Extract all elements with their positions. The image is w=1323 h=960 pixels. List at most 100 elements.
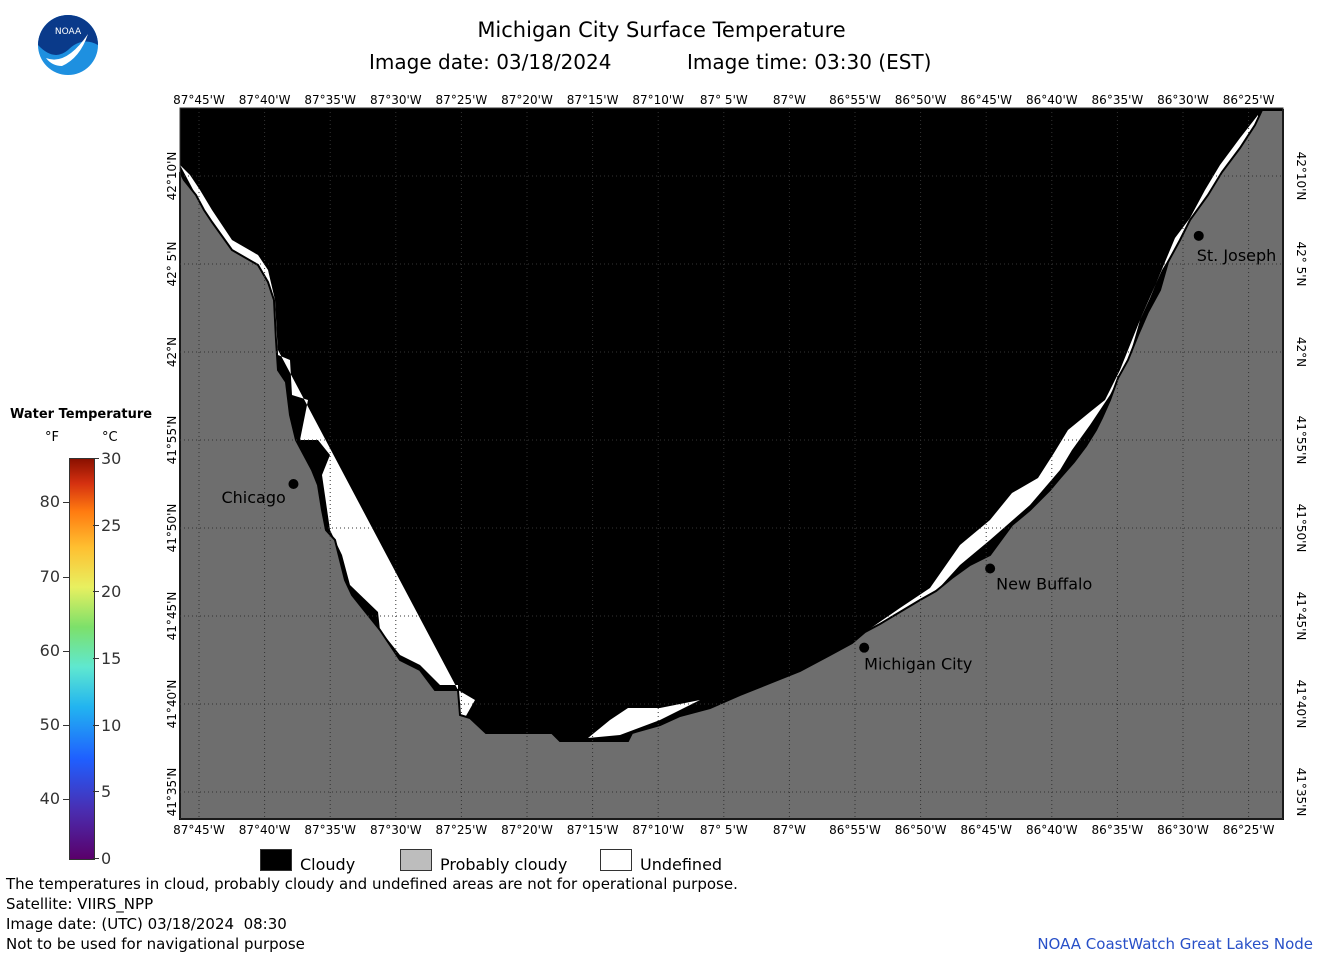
fahrenheit-tick-label: 80 [39,492,60,512]
noaa-logo-icon: NOAA [38,15,98,75]
lon-label-top: 87°W [773,93,806,107]
undefined-label: Undefined [640,855,723,874]
lon-label-top: 86°35'W [1092,93,1144,107]
fahrenheit-tick-label: 70 [39,566,60,586]
celsius-tick-label: 15 [101,649,122,668]
celsius-tick-mark [93,458,99,459]
lon-label-bottom: 86°40'W [1026,823,1078,837]
lat-label-left: 41°55'N [165,416,179,465]
fahrenheit-tick-mark [63,798,69,800]
lat-label-left: 42°10'N [165,152,179,201]
city-marker [985,563,996,574]
lon-label-top: 87°10'W [632,93,684,107]
navigation-warning: Not to be used for navigational purpose [6,935,305,953]
satellite-text: Satellite: VIIRS_NPP [6,895,154,913]
lon-label-top: 86°30'W [1157,93,1209,107]
unit-celsius: °C [102,430,118,445]
lat-label-right: 41°40'N [1294,680,1308,729]
lat-label-right: 41°35'N [1294,768,1308,817]
cloudy-swatch [260,849,292,871]
lon-label-top: 87°25'W [436,93,488,107]
credit-link[interactable]: NOAA CoastWatch Great Lakes Node [1037,935,1313,953]
fahrenheit-tick-mark [63,502,69,504]
lon-label-top: 86°45'W [960,93,1012,107]
lat-label-left: 41°50'N [165,504,179,553]
map-frame [179,107,1284,820]
logo-text: NOAA [55,27,82,37]
lon-label-bottom: 86°55'W [829,823,881,837]
lon-label-bottom: 87°10'W [632,823,684,837]
page-title: Michigan City Surface Temperature [477,18,846,42]
lat-label-right: 42°10'N [1294,152,1308,201]
lon-label-top: 86°25'W [1223,93,1275,107]
celsius-tick-mark [93,724,99,726]
fahrenheit-tick-label: 40 [39,788,60,808]
latitude-labels-right: 42°10'N 42° 5'N 42°N 41°55'N 41°50'N 41°45'N 4… [1294,152,1308,817]
lon-label-top: 87°20'W [501,93,553,107]
latitude-labels-left: 42°10'N 42° 5'N 42°N 41°55'N 41°50'N 41°45'N 4… [165,152,179,817]
graticule [180,108,1283,819]
cloudy-label: Cloudy [300,855,356,874]
lon-label-top: 86°50'W [895,93,947,107]
longitude-labels-top: 87°45'W 87°40'W 87°35'W 87°30'W 87°25'W 87°20… [173,93,1274,107]
city-marker [859,642,870,653]
lon-label-top: 87°45'W [173,93,225,107]
celsius-tick-label: 0 [101,849,112,868]
city-label: New Buffalo [996,574,1092,593]
undefined-swatch [600,849,632,871]
city-label: Michigan City [864,655,972,674]
celsius-tick-label: 5 [101,782,112,802]
lat-label-left: 42° 5'N [165,242,179,287]
celsius-tick-mark [93,591,99,593]
lon-label-bottom: 87° 5'W [700,823,748,837]
lat-label-right: 41°45'N [1294,592,1308,641]
lon-label-bottom: 87°40'W [239,823,291,837]
lat-label-right: 41°55'N [1294,416,1308,465]
celsius-tick-label: 25 [101,515,122,535]
lon-label-bottom: 86°25'W [1223,823,1275,837]
land-west [179,109,1284,820]
lon-label-bottom: 87°25'W [436,823,488,837]
lat-label-right: 41°50'N [1294,504,1308,553]
city-marker [288,479,299,489]
lat-label-right: 42°N [1294,337,1308,367]
utc-date-text: Image date: (UTC) 03/18/2024 08:30 [6,915,287,933]
lat-label-left: 42°N [165,337,179,367]
undefined-area-west [180,165,475,730]
lon-label-top: 87°35'W [304,93,356,107]
lon-label-top: 87°30'W [370,93,422,107]
lon-label-bottom: 86°35'W [1092,823,1144,837]
image-time: Image time: 03:30 (EST) [687,50,932,74]
city-label: St. Joseph [1197,246,1277,265]
lon-label-top: 86°55'W [829,93,881,107]
lon-label-top: 86°40'W [1026,93,1078,107]
fahrenheit-tick-mark [63,650,69,652]
lon-label-bottom: 87°W [773,823,806,837]
celsius-tick-label: 20 [101,582,122,602]
lon-label-bottom: 87°35'W [304,823,356,837]
lat-label-left: 41°40'N [165,680,179,729]
lon-label-bottom: 86°45'W [960,823,1012,837]
longitude-labels-bottom: 87°45'W 87°40'W 87°35'W 87°30'W 87°25'W 87°20… [173,823,1274,837]
celsius-tick-mark [93,524,99,526]
lon-label-bottom: 87°30'W [370,823,422,837]
lon-label-top: 87°15'W [567,93,619,107]
unit-fahrenheit: °F [45,430,59,445]
city-markers: Chicago St. Joseph New Buffalo Michigan Cit… [221,230,1277,674]
fahrenheit-tick-mark [63,724,69,726]
probably-cloudy-swatch [400,849,432,871]
lon-label-bottom: 86°50'W [895,823,947,837]
lat-label-right: 42° 5'N [1294,242,1308,287]
fahrenheit-tick-mark [63,576,69,578]
lon-label-top: 87° 5'W [700,93,748,107]
lon-label-bottom: 87°20'W [501,823,553,837]
celsius-tick-mark [93,791,99,793]
disclaimer-text: The temperatures in cloud, probably clou… [6,875,738,893]
fahrenheit-tick-label: 50 [39,714,60,734]
city-label: Chicago [221,488,285,507]
lon-label-bottom: 86°30'W [1157,823,1209,837]
image-date: Image date: 03/18/2024 [369,50,612,74]
lon-label-bottom: 87°45'W [173,823,225,837]
temperature-colorbar [69,458,95,860]
